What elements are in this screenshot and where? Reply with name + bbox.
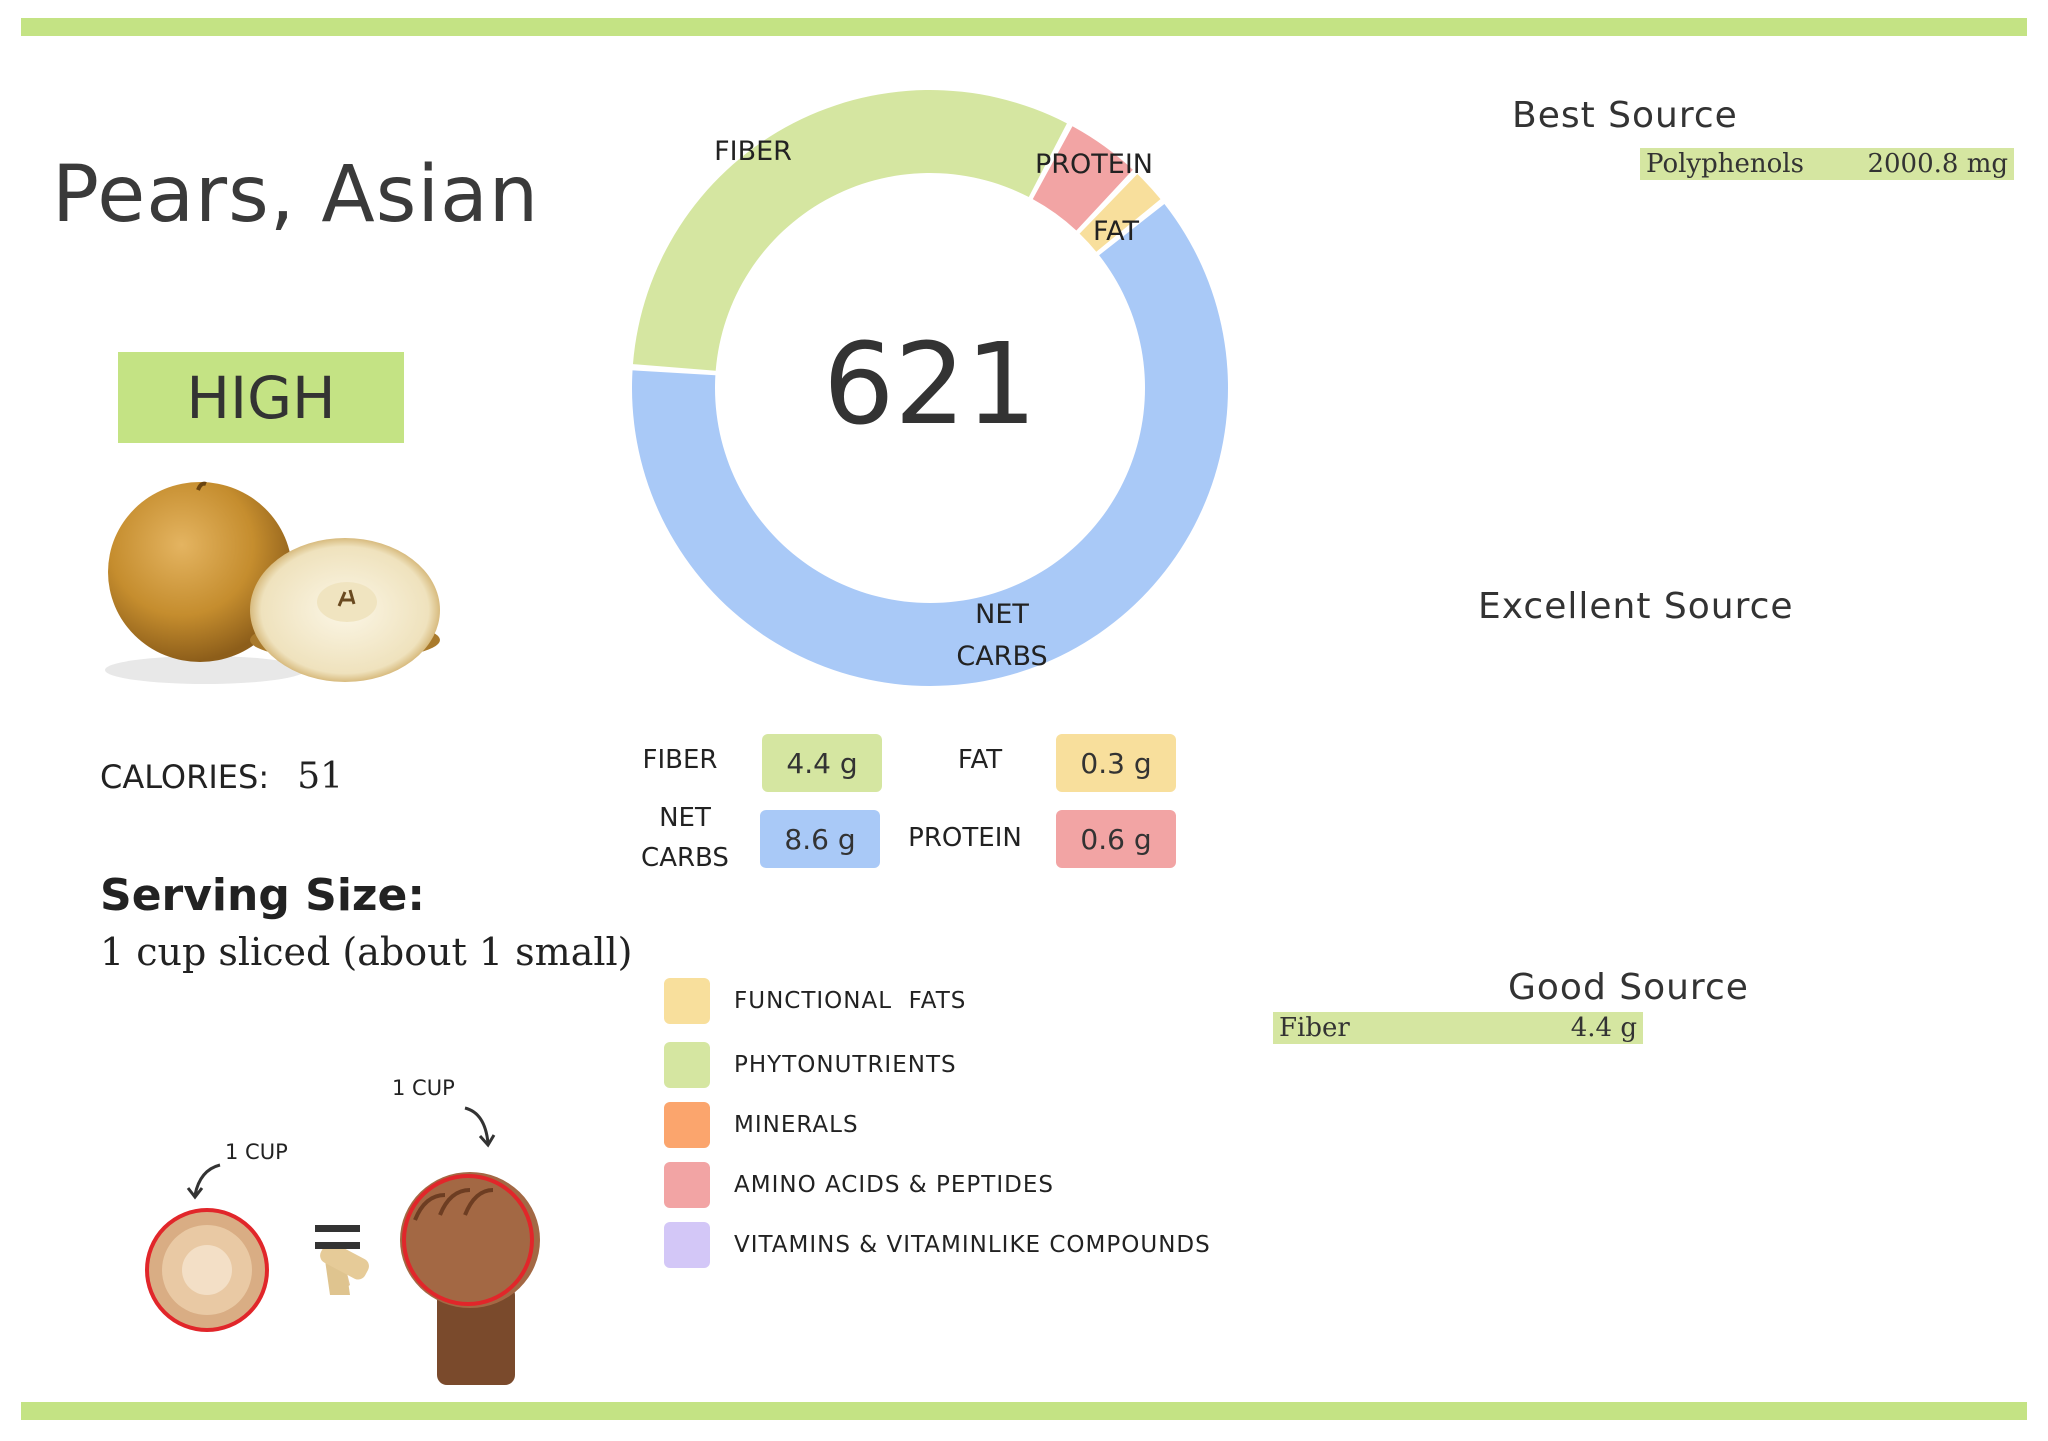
legend-label: FUNCTIONAL FATS <box>734 988 967 1014</box>
good-source-amount: 4.4 g <box>1570 1013 1637 1043</box>
calories-row: CALORIES: 51 <box>100 756 343 797</box>
legend-label: PHYTONUTRIENTS <box>734 1052 957 1078</box>
calories-value: 51 <box>297 756 344 797</box>
cup-fist-illustration <box>145 1106 540 1385</box>
macro-fiber-label: FIBER <box>642 745 718 775</box>
good-source-title: Good Source <box>1508 967 1749 1008</box>
calories-label: CALORIES: <box>100 758 270 796</box>
category-legend: FUNCTIONAL FATS PHYTONUTRIENTS MINERALS … <box>664 975 1211 1271</box>
donut-label-protein: PROTEIN <box>1035 149 1153 180</box>
pear-illustration <box>105 481 440 684</box>
top-accent-bar <box>21 18 2027 36</box>
donut-label-net-carbs-1: NET <box>975 599 1029 630</box>
macro-fiber-value: 4.4 g <box>762 734 882 792</box>
legend-item-phytonutrients: PHYTONUTRIENTS <box>664 1039 1211 1091</box>
best-source-row: Polyphenols 2000.8 mg <box>1640 148 2014 180</box>
donut-center-value: 621 <box>823 320 1037 450</box>
donut-svg: FIBER PROTEIN FAT NET CARBS 621 <box>632 89 1228 686</box>
macro-protein-value: 0.6 g <box>1056 810 1176 868</box>
legend-item-functional-fats: FUNCTIONAL FATS <box>664 975 1211 1027</box>
legend-item-vitamins: VITAMINS & VITAMINLIKE COMPOUNDS <box>664 1219 1211 1271</box>
macro-net-carbs-label-2: CARBS <box>641 843 729 873</box>
macro-protein-label: PROTEIN <box>908 823 1022 853</box>
fist-label: 1 CUP <box>392 1076 455 1100</box>
food-title: Pears, Asian <box>52 150 540 240</box>
macro-net-carbs-label: NET CARBS <box>620 798 750 878</box>
legend-swatch <box>664 1102 710 1148</box>
good-source-nutrient: Fiber <box>1279 1013 1350 1043</box>
legend-swatch <box>664 1042 710 1088</box>
serving-size-value: 1 cup sliced (about 1 small) <box>100 930 633 974</box>
legend-label: VITAMINS & VITAMINLIKE COMPOUNDS <box>734 1232 1211 1258</box>
serving-illustration: 1 CUP 1 CUP <box>130 1070 560 1390</box>
donut-slice-protein <box>1032 126 1133 231</box>
good-source-row: Fiber 4.4 g <box>1273 1012 1643 1044</box>
donut-slice-fat <box>1079 173 1161 252</box>
donut-label-fat: FAT <box>1093 216 1139 247</box>
best-source-amount: 2000.8 mg <box>1867 149 2008 179</box>
donut-slice-fiber <box>632 89 1067 371</box>
best-source-nutrient: Polyphenols <box>1646 149 1804 179</box>
donut-label-fiber: FIBER <box>714 136 792 167</box>
legend-swatch <box>664 1162 710 1208</box>
asian-pear-photo <box>95 480 450 700</box>
best-source-title: Best Source <box>1512 95 1738 136</box>
legend-item-amino-acids: AMINO ACIDS & PEPTIDES <box>664 1159 1211 1211</box>
donut-label-net-carbs-2: CARBS <box>956 641 1047 672</box>
macro-donut-chart: FIBER PROTEIN FAT NET CARBS 621 <box>620 78 1240 698</box>
cup-label: 1 CUP <box>225 1140 288 1164</box>
macro-fat-label: FAT <box>957 745 1003 775</box>
macro-fat-value: 0.3 g <box>1056 734 1176 792</box>
rating-label: HIGH <box>186 363 336 432</box>
legend-item-minerals: MINERALS <box>664 1099 1211 1151</box>
legend-swatch <box>664 1222 710 1268</box>
donut-slice-net-carbs <box>632 203 1228 686</box>
bottom-accent-bar <box>21 1402 2027 1420</box>
macro-net-carbs-value: 8.6 g <box>760 810 880 868</box>
legend-swatch <box>664 978 710 1024</box>
rating-badge: HIGH <box>118 352 404 443</box>
legend-label: MINERALS <box>734 1112 859 1138</box>
macro-net-carbs-label-1: NET <box>659 803 711 833</box>
legend-label: AMINO ACIDS & PEPTIDES <box>734 1172 1054 1198</box>
serving-size-title: Serving Size: <box>100 870 425 921</box>
excellent-source-title: Excellent Source <box>1478 586 1794 627</box>
